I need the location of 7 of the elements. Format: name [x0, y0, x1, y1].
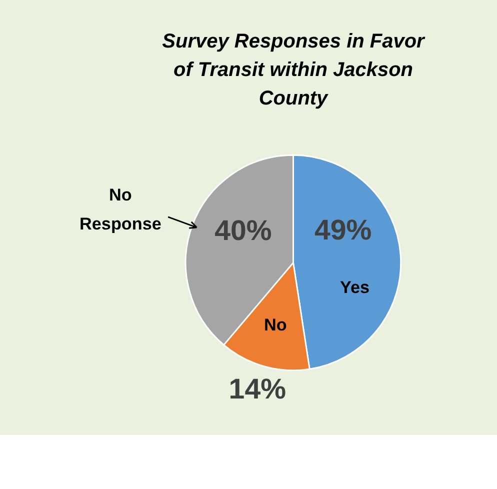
slice-label: No	[264, 314, 287, 335]
chart-title: Survey Responses in Favor of Transit within Jackson County	[162, 30, 426, 110]
slice-label: Yes	[340, 277, 370, 298]
data-label: 14%	[228, 374, 286, 406]
data-label: 40%	[214, 214, 272, 247]
data-label: 49%	[314, 214, 372, 247]
slice-label: No Response	[80, 184, 162, 234]
